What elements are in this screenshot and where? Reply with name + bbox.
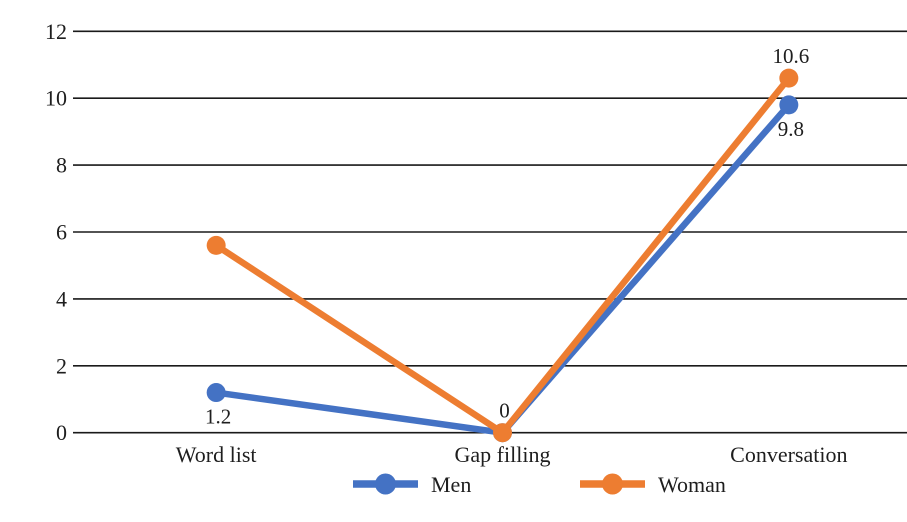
legend-label-men: Men — [431, 472, 471, 497]
series-line-woman — [212, 74, 793, 436]
y-axis-tick-label: 10 — [45, 86, 67, 111]
legend-marker-circle — [375, 473, 396, 495]
legend-marker-circle — [602, 473, 623, 495]
x-axis-category-label: Conversation — [730, 442, 847, 467]
data-point-label: 10.6 — [772, 44, 809, 68]
data-point-label: 1.2 — [205, 405, 231, 429]
line-chart: 0 2 4 6 8 10 12 Word list Gap filling Conversatio… — [40, 16, 907, 506]
data-point-label: 0 — [499, 399, 510, 423]
y-axis-tick-label: 6 — [56, 220, 67, 245]
data-point-marker-woman — [206, 235, 226, 255]
series-line-men — [212, 101, 793, 436]
x-axis-category-label: Gap filling — [455, 442, 551, 467]
data-point-marker-men — [206, 383, 226, 403]
y-axis-tick-label: 4 — [56, 286, 67, 311]
y-axis-tick-label: 12 — [45, 19, 67, 44]
y-axis-tick-label: 0 — [56, 420, 67, 445]
chart-canvas: 0 2 4 6 8 10 12 Word list Gap filling Conversatio… — [45, 19, 907, 497]
y-axis-tick-label: 2 — [56, 353, 67, 378]
data-point-label: 9.8 — [778, 117, 804, 141]
x-axis-category-label: Word list — [176, 442, 257, 467]
legend-label-woman: Woman — [658, 472, 726, 497]
data-point-marker-woman — [493, 423, 512, 443]
data-point-marker-woman — [779, 68, 799, 88]
data-point-marker-men — [779, 95, 799, 115]
y-axis-tick-label: 8 — [56, 153, 67, 178]
